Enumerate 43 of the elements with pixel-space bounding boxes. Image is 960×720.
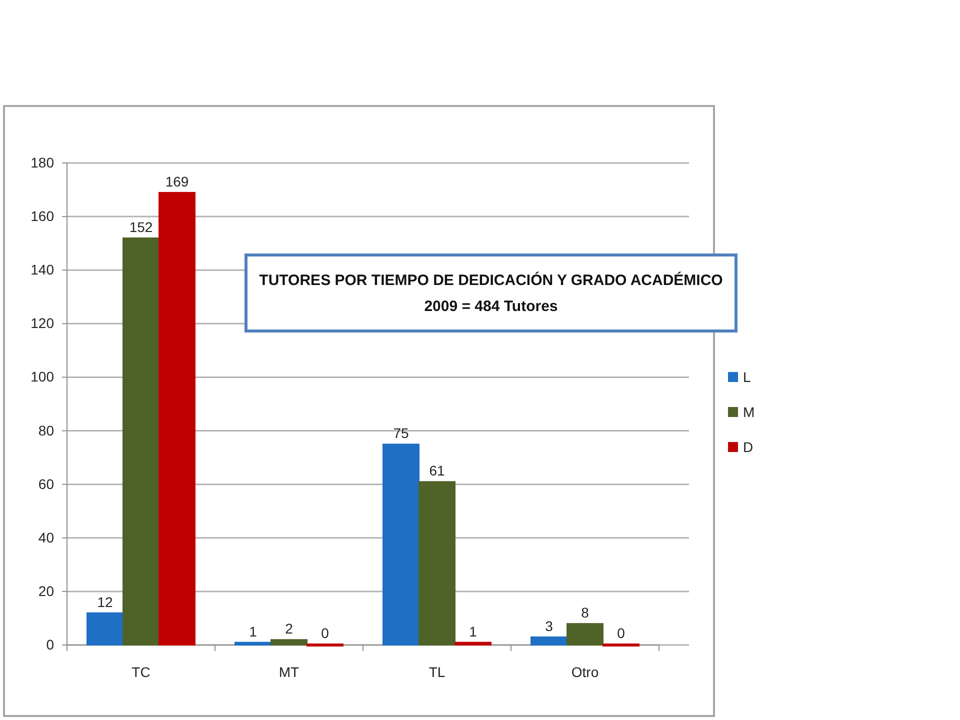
bar	[382, 444, 420, 646]
y-tick-label: 20	[38, 582, 54, 599]
y-tick-label: 120	[30, 315, 54, 332]
data-label: 1	[249, 623, 258, 640]
data-label: 152	[129, 218, 153, 235]
data-label: 75	[393, 425, 409, 442]
bar	[122, 237, 160, 646]
bar	[234, 642, 272, 646]
x-tick-label: TC	[132, 664, 150, 680]
legend-label: L	[743, 369, 751, 385]
bar	[454, 642, 492, 646]
data-label: 169	[165, 173, 189, 190]
legend-label: M	[743, 404, 755, 420]
y-tick-label: 140	[30, 262, 54, 278]
y-tick-label: 160	[30, 208, 54, 224]
data-label: 0	[321, 625, 330, 641]
y-tick-label: 80	[38, 422, 54, 438]
bar	[418, 481, 456, 646]
y-tick-label: 0	[46, 636, 54, 652]
text: 2009 = 484 Tutores	[424, 298, 558, 315]
y-tick-label: 60	[38, 476, 54, 492]
bar	[306, 644, 344, 646]
data-label: 0	[617, 625, 626, 641]
y-tick-label: 180	[30, 154, 54, 170]
data-label: 3	[545, 618, 554, 634]
bar	[566, 623, 604, 646]
x-tick-label: TL	[428, 664, 446, 680]
bar	[270, 639, 308, 646]
bar	[602, 644, 640, 646]
x-tick-label: Otro	[571, 664, 599, 680]
bar	[86, 612, 124, 646]
legend-label: D	[743, 439, 754, 455]
bar	[158, 192, 196, 646]
y-tick-label: 40	[38, 529, 54, 546]
data-label: 8	[581, 604, 590, 621]
data-label: 1	[469, 623, 478, 640]
y-tick-label: 100	[30, 368, 54, 385]
text: TUTORES POR TIEMPO DE DEDICACIÓN Y GRADO ACADÉMICO	[259, 271, 724, 289]
data-label: 2	[285, 620, 294, 637]
data-label: 12	[97, 594, 113, 610]
x-tick-label: MT	[278, 664, 300, 680]
bar	[530, 636, 568, 646]
data-label: 61	[429, 462, 445, 479]
